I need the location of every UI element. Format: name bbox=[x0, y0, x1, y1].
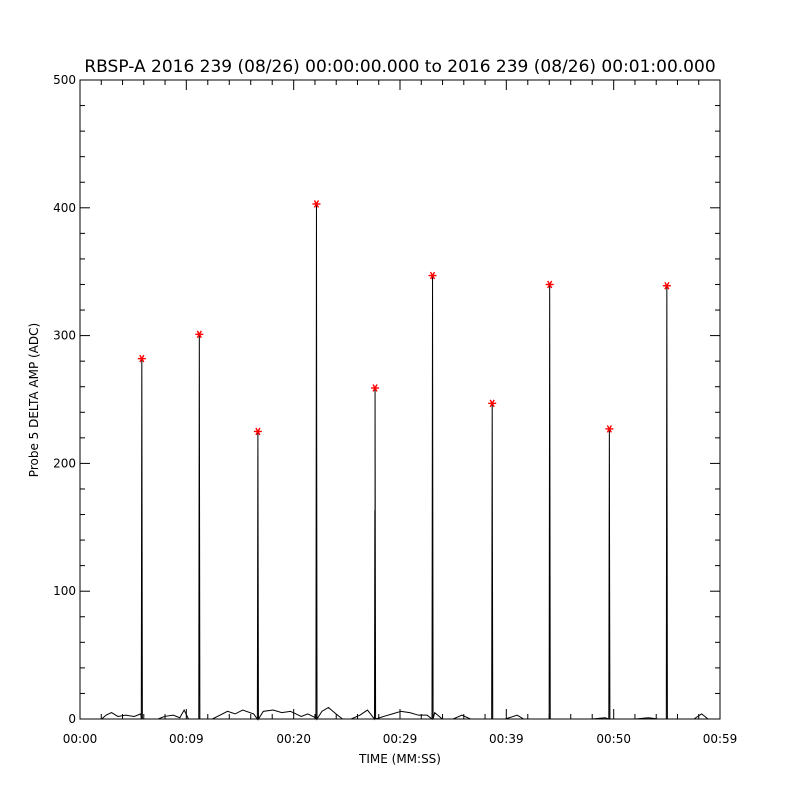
y-tick-label: 400 bbox=[53, 201, 76, 215]
y-axis-label: Probe 5 DELTA AMP (ADC) bbox=[27, 323, 41, 477]
data-series bbox=[80, 203, 720, 721]
peak-marker bbox=[371, 384, 380, 392]
peak-marker-stroke bbox=[429, 271, 436, 280]
x-tick-label: 00:50 bbox=[596, 732, 631, 746]
peak-marker bbox=[137, 354, 146, 363]
peak-marker bbox=[545, 280, 554, 289]
peak-marker-stroke bbox=[606, 425, 612, 433]
x-tick-label: 00:59 bbox=[703, 732, 738, 746]
peak-marker-stroke bbox=[139, 354, 145, 363]
peak-marker bbox=[605, 425, 614, 433]
x-tick-label: 00:39 bbox=[489, 732, 524, 746]
y-tick-label: 200 bbox=[53, 456, 76, 470]
peak-marker-stroke bbox=[313, 200, 320, 208]
peak-marker-stroke bbox=[255, 427, 261, 436]
peak-markers bbox=[137, 200, 671, 436]
peak-marker bbox=[662, 281, 671, 290]
peak-marker-stroke bbox=[489, 399, 495, 408]
x-tick-label: 00:09 bbox=[169, 732, 204, 746]
chart-title: RBSP-A 2016 239 (08/26) 00:00:00.000 to … bbox=[84, 57, 715, 77]
peak-marker bbox=[428, 271, 437, 280]
y-tick-label: 300 bbox=[53, 329, 76, 343]
peak-marker bbox=[253, 427, 262, 436]
y-tick-label: 0 bbox=[68, 712, 76, 726]
y-tick-label: 100 bbox=[53, 584, 76, 598]
axis-ticks: 0 100 200 300 400 500 00:00 00:09 00:20 00:29 00:3… bbox=[53, 73, 737, 746]
x-tick-label: 00:00 bbox=[63, 732, 98, 746]
x-axis-label: TIME (MM:SS) bbox=[358, 752, 441, 766]
peak-marker bbox=[195, 330, 204, 339]
peak-marker-stroke bbox=[372, 384, 378, 392]
amplitude-series-line bbox=[80, 203, 720, 721]
peak-marker bbox=[488, 399, 497, 408]
x-tick-label: 00:29 bbox=[383, 732, 418, 746]
y-tick-label: 500 bbox=[53, 73, 76, 87]
x-tick-label: 00:20 bbox=[276, 732, 311, 746]
peak-marker bbox=[312, 200, 321, 208]
peak-marker-stroke bbox=[664, 281, 670, 290]
peak-marker-stroke bbox=[547, 280, 553, 289]
peak-marker-stroke bbox=[196, 330, 202, 339]
